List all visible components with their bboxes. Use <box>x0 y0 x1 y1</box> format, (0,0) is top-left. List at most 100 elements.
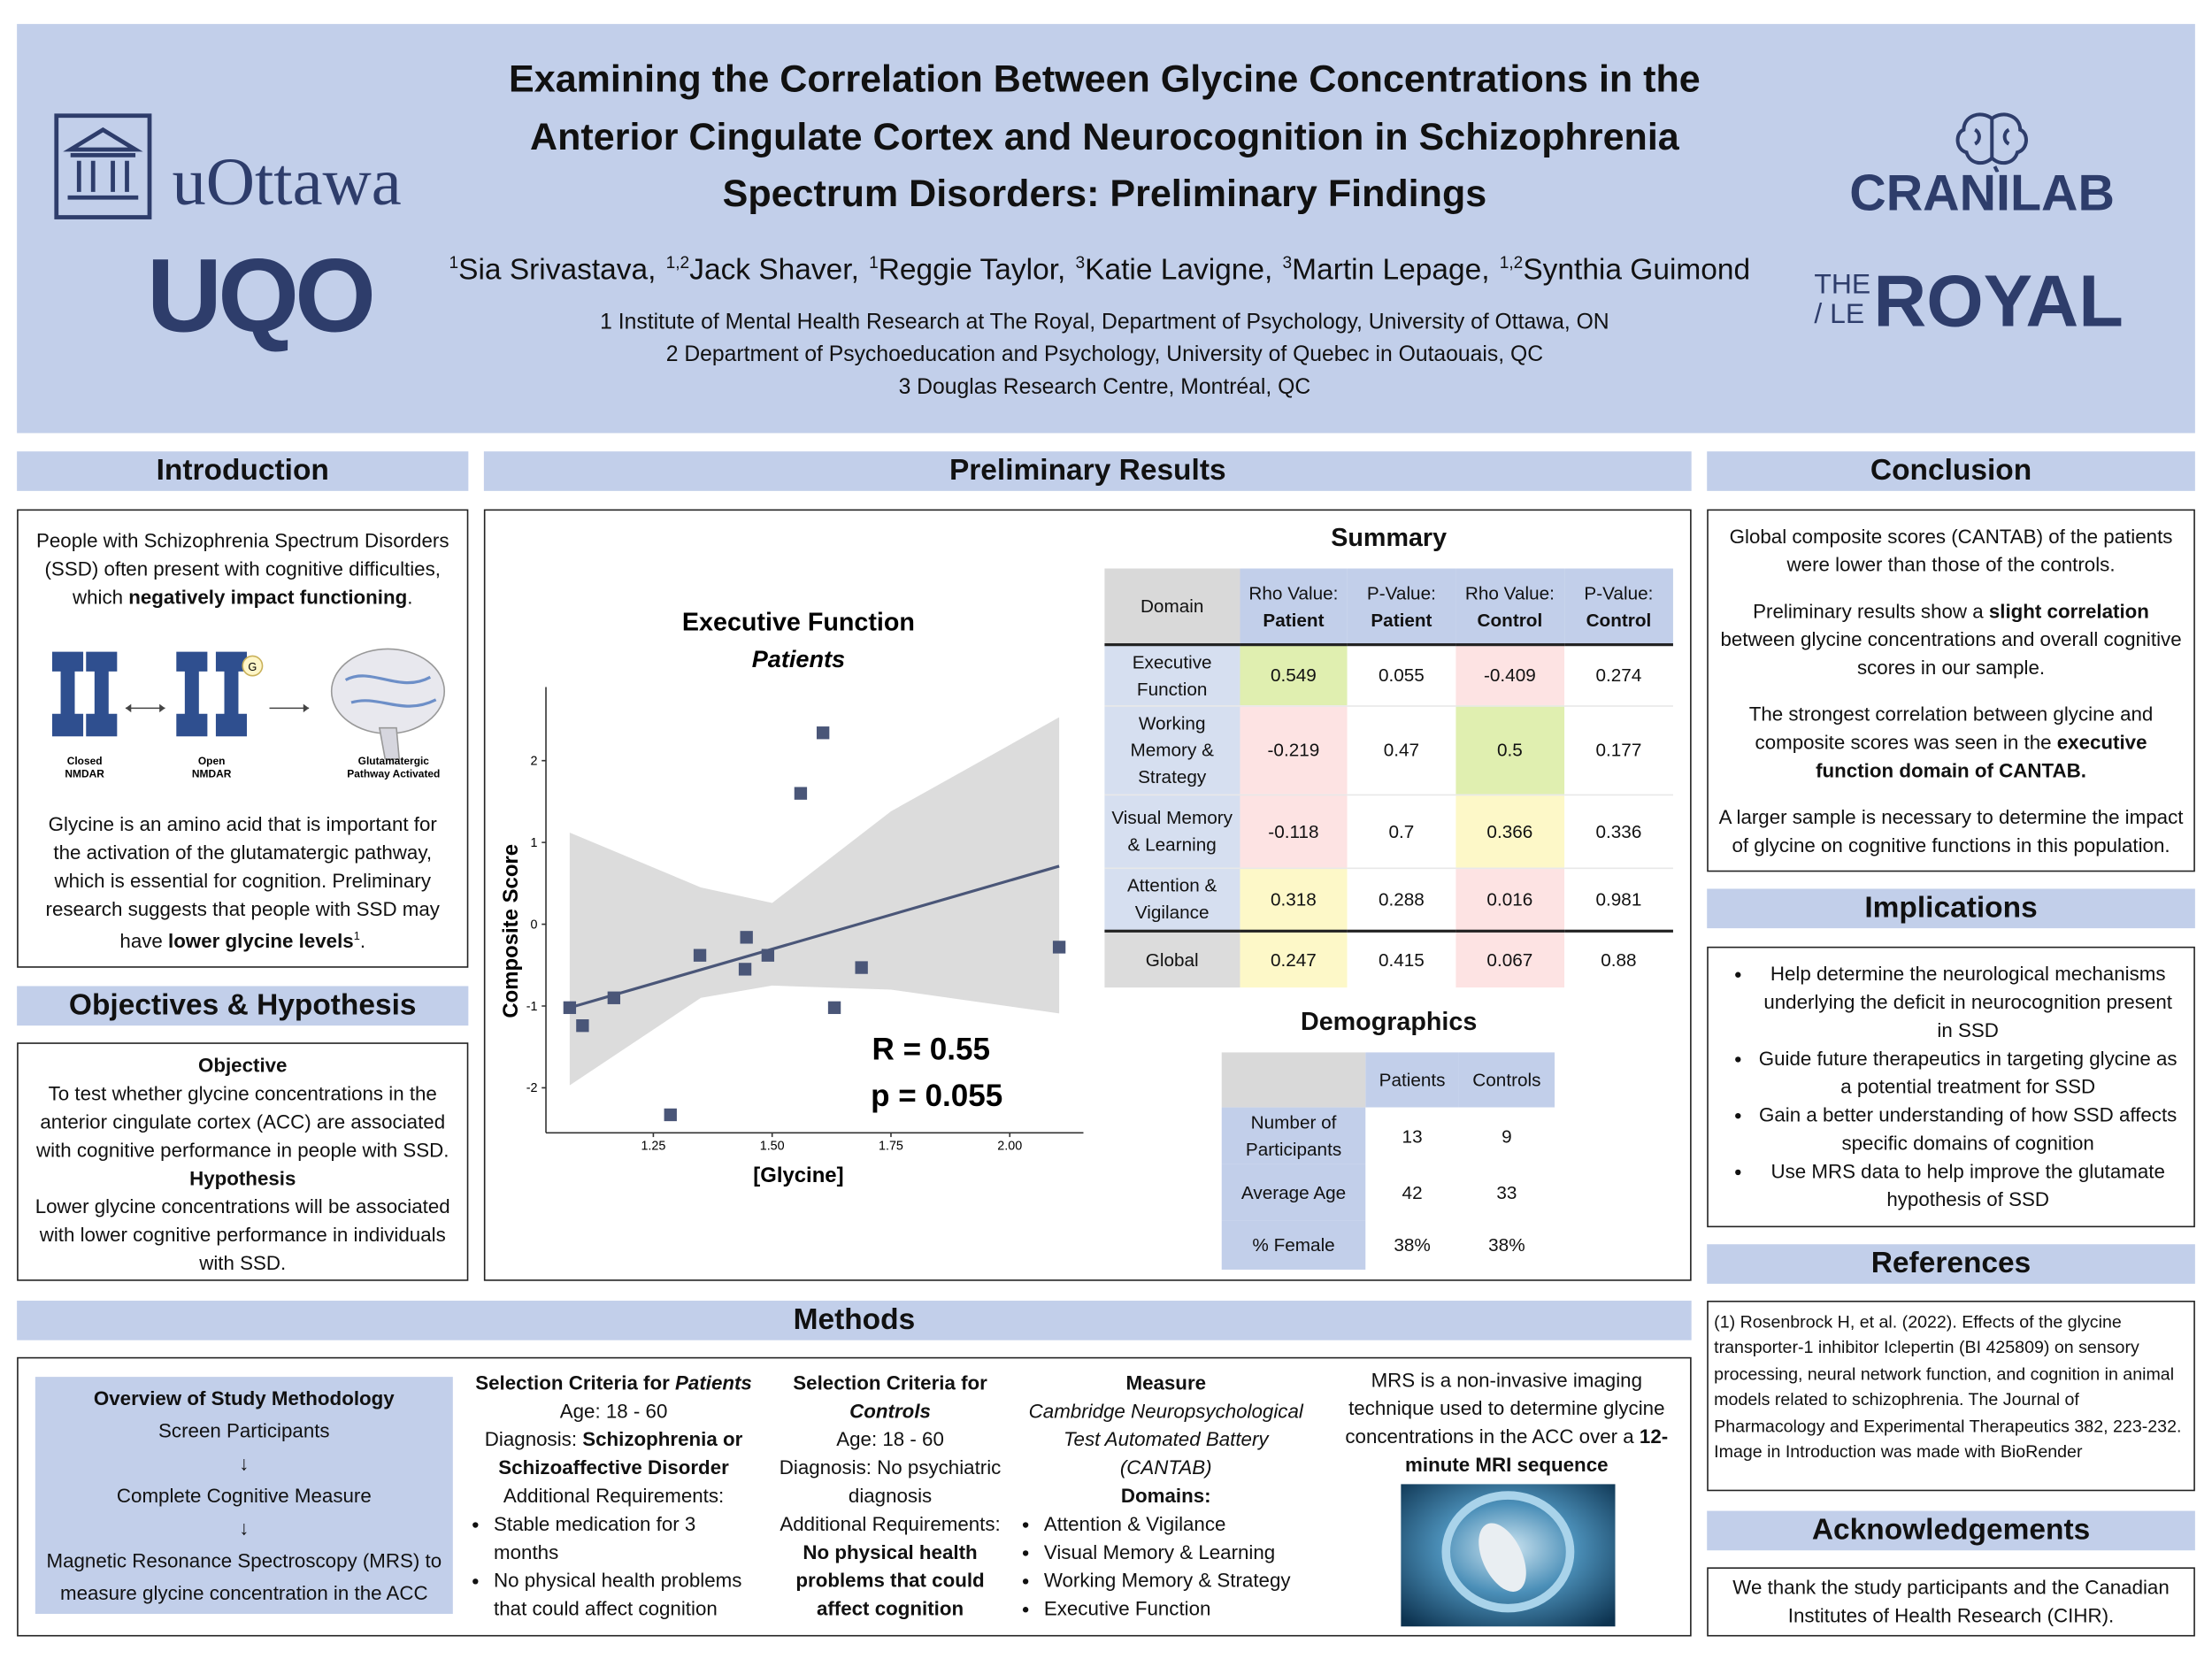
value-cell: 0.177 <box>1563 705 1673 795</box>
references-box: (1) Rosenbrock H, et al. (2022). Effects… <box>1707 1301 2195 1492</box>
superscript: 1 <box>353 929 360 943</box>
bullet: No physical health problems that could a… <box>494 1566 762 1623</box>
bullet-list: Help determine the neurological mechanis… <box>1728 959 2179 1213</box>
x-tick-label: 1.25 <box>641 1139 665 1153</box>
step: Magnetic Resonance Spectroscopy (MRS) to… <box>46 1548 442 1604</box>
text: Glycine is an amino acid that is importa… <box>45 812 440 952</box>
text: Diagnosis: No psychiatric diagnosis <box>779 1455 1002 1507</box>
title-line: Anterior Cingulate Cortex and Neurocogni… <box>530 114 1679 157</box>
text: The strongest correlation between glycin… <box>1748 703 2154 754</box>
objectives-box: Objective To test whether glycine concen… <box>17 1042 469 1281</box>
text: Selection Criteria for <box>793 1371 987 1394</box>
text: Age: 18 - 60 <box>559 1399 668 1423</box>
data-point <box>794 787 808 800</box>
bullet-list: Attention & Vigilance Visual Memory & Le… <box>1021 1509 1310 1623</box>
value-cell: 0.88 <box>1563 931 1673 988</box>
header-text: P-Value: <box>1366 581 1436 603</box>
table-row: Visual Memory & Learning -0.118 0.7 0.366 0.… <box>1104 794 1673 868</box>
text: Additional Requirements: <box>503 1484 725 1507</box>
reference: (1) Rosenbrock H, et al. (2022). Effects… <box>1714 1311 2182 1436</box>
author-name: Martin Lepage, <box>1292 253 1490 287</box>
summary-table: Domain Rho Value: Patient P-Value: Patient Rh… <box>1104 568 1673 988</box>
patients-criteria: Selection Criteria for Patients Age: 18 … <box>465 1369 762 1623</box>
author-name: Sia Srivastava, <box>458 253 657 287</box>
section-heading: Acknowledgements <box>1707 1510 2195 1551</box>
table-row: Executive Function 0.549 0.055 -0.409 0.274 <box>1104 644 1673 706</box>
annotation: p = 0.055 <box>871 1079 1002 1113</box>
domain-cell: Global <box>1104 931 1240 988</box>
header-cell <box>1221 1052 1366 1108</box>
paragraph: The strongest correlation between glycin… <box>1716 700 2187 785</box>
conclusion-text: Global composite scores (CANTAB) of the … <box>1716 522 2187 859</box>
overview-box: Overview of Study Methodology Screen Par… <box>35 1377 453 1614</box>
data-point <box>761 949 775 962</box>
header-text: Rho Value: <box>1464 581 1555 603</box>
bullet: Executive Function <box>1044 1594 1310 1623</box>
title-line: Spectrum Disorders: Preliminary Findings <box>722 172 1487 215</box>
header-cell: Domain <box>1104 568 1240 645</box>
acknowledgements-box: We thank the study participants and the … <box>1707 1567 2195 1637</box>
value-cell: 0.067 <box>1455 931 1564 988</box>
bullet: Visual Memory & Learning <box>1044 1538 1310 1566</box>
measure: Measure Cambridge Neuropsychological Tes… <box>1021 1369 1310 1623</box>
regression-line <box>569 864 1060 1010</box>
affiliation: 3 Douglas Research Centre, Montréal, QC <box>898 375 1311 400</box>
author-name: Reggie Taylor, <box>878 253 1066 287</box>
chart-subtitle: Patients <box>752 645 845 672</box>
scatter-chart: Executive Function Patients [Glycine] Co… <box>499 609 1084 1187</box>
value-cell: 38% <box>1458 1220 1555 1270</box>
nmdar-figure: G Closed NMDAR Open NMDAR Glutamatergic … <box>51 648 446 780</box>
header-cell: Controls <box>1458 1052 1555 1108</box>
title-line: Examining the Correlation Between Glycin… <box>509 58 1701 101</box>
data-point <box>563 1001 577 1015</box>
step: Complete Cognitive Measure <box>116 1484 372 1507</box>
author: 3Martin Lepage, <box>1282 252 1490 287</box>
author-name: Jack Shaver, <box>689 253 859 287</box>
text: Additional Requirements: <box>780 1512 1001 1535</box>
italic-text: Cambridge Neuropsychological Test Automa… <box>1028 1399 1303 1479</box>
value-cell: 0.055 <box>1347 644 1455 706</box>
bold-text: executive function domain of CANTAB. <box>1816 730 2147 782</box>
italic-text: Controls <box>849 1399 931 1423</box>
cranilab-logo: CRANILAB <box>1849 163 2115 222</box>
data-point <box>607 991 621 1004</box>
subheading: Objective <box>197 1054 288 1077</box>
author-name: Katie Lavigne, <box>1085 253 1273 287</box>
value-cell: 42 <box>1365 1164 1459 1221</box>
header-cell: P-Value: Patient <box>1347 568 1455 645</box>
figure-label: NMDAR <box>65 768 104 780</box>
author-affiliation: 1,2 <box>665 252 690 273</box>
subheading: Selection Criteria for Controls <box>771 1369 1010 1425</box>
header-text: Patient <box>1371 608 1432 630</box>
value-cell: 38% <box>1365 1220 1459 1270</box>
controls-criteria: Selection Criteria for Controls Age: 18 … <box>771 1369 1010 1623</box>
brain-icon <box>1955 112 2028 173</box>
row-label-cell: Average Age <box>1221 1164 1366 1221</box>
annotation: R = 0.55 <box>872 1032 991 1066</box>
text: MRS is a non-invasive imaging technique … <box>1345 1368 1665 1448</box>
bullet: Stable medication for 3 months <box>494 1509 762 1566</box>
conclusion-box: Global composite scores (CANTAB) of the … <box>1707 509 2195 872</box>
author-affiliation: 3 <box>1282 252 1293 273</box>
paragraph: Preliminary results show a slight correl… <box>1716 596 2187 681</box>
author-affiliation: 1 <box>449 252 459 273</box>
uottawa-icon <box>54 113 152 219</box>
value-cell: 0.47 <box>1347 705 1455 795</box>
figure-label: Glutamatergic <box>358 755 430 767</box>
table-header-row: Patients Controls <box>1221 1052 1555 1108</box>
x-axis-label: [Glycine] <box>753 1164 843 1187</box>
table-row: % Female 38% 38% <box>1221 1220 1555 1270</box>
paragraph: We thank the study participants and the … <box>1732 1575 2170 1627</box>
value-cell: 13 <box>1365 1107 1459 1164</box>
bold-text: Schizophrenia or Schizoaffective Disorde… <box>498 1427 743 1479</box>
author-affiliation: 3 <box>1075 252 1086 273</box>
implications-box: Help determine the neurological mechanis… <box>1707 946 2195 1228</box>
bullet: Guide future therapeutics in targeting g… <box>1756 1044 2179 1101</box>
bullet-list: Stable medication for 3 months No physic… <box>465 1509 762 1623</box>
bold-text: slight correlation <box>1988 599 2149 623</box>
affiliations: 1 Institute of Mental Health Research at… <box>423 306 1786 403</box>
text: Diagnosis: <box>484 1427 583 1451</box>
royal-logo: ROYAL <box>1873 260 2124 343</box>
paragraph: A larger sample is necessary to determin… <box>1718 805 2184 856</box>
